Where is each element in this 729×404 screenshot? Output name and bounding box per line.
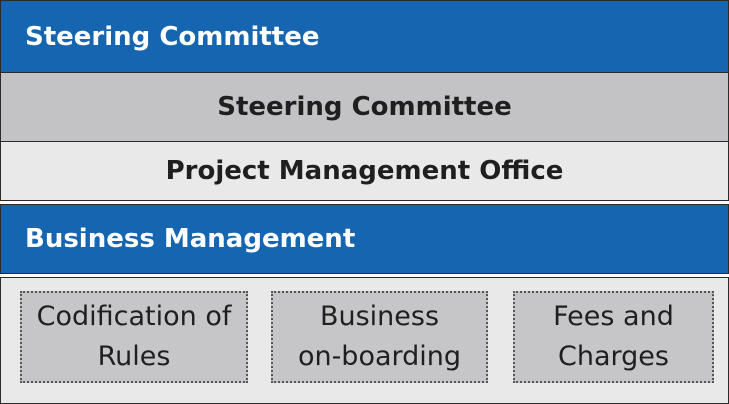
workstream-fees-and-charges: Fees and Charges <box>513 291 714 383</box>
steering-committee-header: Steering Committee <box>0 0 729 73</box>
workstream-container: Codification of Rules Business on-boardi… <box>0 277 729 404</box>
workstream-codification-of-rules: Codification of Rules <box>20 291 248 383</box>
project-management-office-row: Project Management Office <box>0 141 729 201</box>
steering-committee-row: Steering Committee <box>0 73 729 141</box>
business-management-header: Business Management <box>0 204 729 274</box>
workstream-business-onboarding: Business on-boarding <box>271 291 488 383</box>
